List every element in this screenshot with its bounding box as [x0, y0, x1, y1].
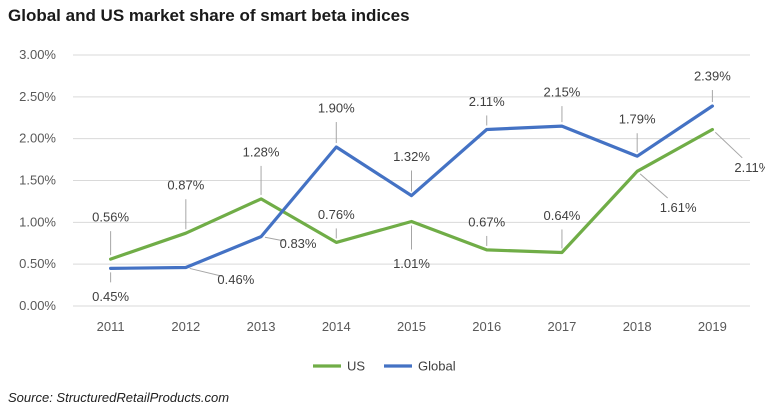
- series-line-us: [108, 127, 715, 261]
- data-label-global: 0.45%: [92, 289, 129, 304]
- leader-line: [189, 267, 223, 277]
- y-tick-label: 2.50%: [19, 89, 56, 104]
- source-note: Source: StructuredRetailProducts.com: [8, 390, 230, 405]
- x-axis-ticks: 2011 2012 2013 2014 2015 2016 2017 2018 2019: [97, 319, 727, 334]
- legend-label-global: Global: [418, 359, 456, 374]
- data-label-global: 1.79%: [619, 112, 656, 127]
- data-label-global: 2.11%: [469, 94, 505, 109]
- data-label-global: 0.83%: [280, 236, 317, 251]
- data-label-us: 1.01%: [393, 256, 430, 271]
- y-axis-ticks: 0.00% 0.50% 1.00% 1.50% 2.00% 2.50% 3.00%: [19, 47, 56, 313]
- data-label-global: 2.15%: [544, 85, 581, 100]
- data-label-us: 0.87%: [167, 178, 204, 193]
- line-chart: 0.00% 0.50% 1.00% 1.50% 2.00% 2.50% 3.00% 2011…: [19, 47, 765, 374]
- data-label-global: 1.32%: [393, 149, 430, 164]
- data-label-us: 0.67%: [468, 214, 505, 229]
- x-tick-label: 2011: [97, 319, 125, 334]
- data-label-us: 1.61%: [660, 200, 697, 215]
- series-lines: [108, 104, 715, 270]
- series-line-global: [108, 104, 715, 270]
- data-label-global: 1.90%: [318, 101, 355, 116]
- leader-line: [639, 173, 668, 199]
- data-label-us: 0.56%: [92, 210, 129, 225]
- x-tick-label: 2018: [623, 319, 652, 334]
- x-tick-label: 2013: [247, 319, 276, 334]
- x-tick-label: 2015: [397, 319, 426, 334]
- label-leader-lines: [110, 90, 743, 283]
- y-tick-label: 2.00%: [19, 131, 56, 146]
- x-tick-label: 2019: [698, 319, 727, 334]
- data-label-global: 0.46%: [217, 272, 254, 287]
- x-tick-label: 2016: [472, 319, 501, 334]
- y-tick-label: 1.00%: [19, 214, 56, 229]
- x-tick-label: 2017: [547, 319, 576, 334]
- x-tick-label: 2012: [171, 319, 200, 334]
- data-label-us: 1.28%: [243, 144, 280, 159]
- data-label-us: 0.64%: [544, 208, 581, 223]
- data-label-us: 2.11%: [734, 160, 765, 175]
- leader-line: [714, 131, 743, 159]
- data-label-us: 0.76%: [318, 207, 355, 222]
- legend: US Global: [313, 359, 456, 374]
- legend-label-us: US: [347, 359, 365, 374]
- chart-title: Global and US market share of smart beta…: [8, 6, 410, 25]
- y-tick-label: 3.00%: [19, 47, 56, 62]
- data-labels: 0.56% 0.87% 1.28% 0.76% 1.01% 0.67% 0.64% 1.61%…: [92, 69, 765, 304]
- data-label-global: 2.39%: [694, 69, 731, 84]
- y-tick-label: 0.50%: [19, 256, 56, 271]
- y-tick-label: 0.00%: [19, 298, 56, 313]
- x-tick-label: 2014: [322, 319, 351, 334]
- y-tick-label: 1.50%: [19, 173, 56, 188]
- leader-line: [264, 236, 285, 242]
